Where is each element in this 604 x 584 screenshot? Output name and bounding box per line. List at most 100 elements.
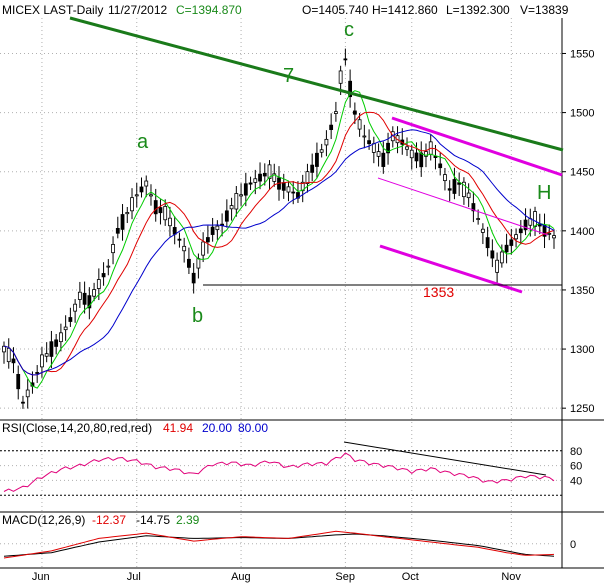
candle-body xyxy=(153,200,158,215)
candle-body xyxy=(305,171,310,184)
support-level-label: 1353 xyxy=(423,284,454,300)
candle-body xyxy=(21,401,25,404)
candle-body xyxy=(443,174,447,182)
candle-body xyxy=(514,234,518,240)
month-tick-label: Oct xyxy=(402,571,419,583)
candle-body xyxy=(253,178,258,183)
macd-tick-label: 0 xyxy=(570,539,576,551)
candle-body xyxy=(533,211,537,227)
candle-body xyxy=(386,142,390,154)
candle-body xyxy=(424,151,428,157)
wave-label-b: b xyxy=(192,305,203,327)
price-tick-label: 1500 xyxy=(570,108,594,120)
candle-body xyxy=(462,181,466,198)
candle-body xyxy=(149,194,153,197)
ma-short-line xyxy=(3,90,555,389)
macd-label: MACD(12,26,9) xyxy=(2,513,85,527)
candle-body xyxy=(191,272,196,284)
candle-body xyxy=(315,152,319,167)
candle-body xyxy=(239,194,243,197)
candle-body xyxy=(476,218,481,220)
candle-body xyxy=(87,295,92,309)
candle-body xyxy=(490,250,495,259)
candle-body xyxy=(547,232,552,235)
candle-body xyxy=(243,183,248,196)
candle-body xyxy=(224,210,229,222)
candle-body xyxy=(343,58,348,61)
month-tick-label: Jun xyxy=(32,571,50,583)
axis-layer: 1250 1300 1350 1400 1450 1500 1550 Jun Jul Aug Sep… xyxy=(0,18,604,583)
candle-body xyxy=(338,70,343,84)
candle-body xyxy=(144,180,149,187)
header-date: 11/27/2012 xyxy=(108,3,167,17)
candle-body xyxy=(381,152,386,167)
macd-signal: -14.75 xyxy=(136,513,170,527)
month-tick-label: Jul xyxy=(127,571,141,583)
wave-label-h: H xyxy=(537,182,551,204)
candle-body xyxy=(6,347,11,363)
candle-body xyxy=(44,353,49,357)
candle-body xyxy=(267,164,272,179)
header-close: C=1394.870 xyxy=(176,3,242,17)
trendline-label-7: 7 xyxy=(283,65,294,87)
rsi-high-level: 80.00 xyxy=(238,421,268,435)
candle-body xyxy=(40,354,44,368)
candle-body xyxy=(58,332,63,343)
long-trendline-7 xyxy=(69,16,564,152)
candle-body xyxy=(68,317,73,322)
candle-body xyxy=(433,155,438,158)
candle-body xyxy=(352,110,357,115)
wave-label-c: c xyxy=(344,19,354,41)
candle-body xyxy=(348,80,353,98)
candle-body xyxy=(262,172,267,177)
candle-body xyxy=(25,389,30,398)
candle-body xyxy=(281,182,286,191)
candle-body xyxy=(324,138,329,146)
candle-body xyxy=(504,244,509,253)
candle-body xyxy=(471,203,476,212)
price-tick-label: 1250 xyxy=(570,403,594,415)
candle-body xyxy=(291,191,296,194)
candle-body xyxy=(248,182,253,185)
macd-hist: 2.39 xyxy=(176,513,200,527)
month-tick-label: Nov xyxy=(501,571,521,583)
candle-body xyxy=(130,197,134,212)
header-low: L=1392.300 xyxy=(446,3,510,17)
rsi-value: 41.94 xyxy=(163,421,193,435)
header-volume: V=13839 xyxy=(520,3,569,17)
candle-body xyxy=(82,292,87,305)
candle-body xyxy=(106,265,111,268)
candle-body xyxy=(139,186,144,193)
price-layer xyxy=(2,48,556,409)
candle-body xyxy=(2,345,6,353)
candle-body xyxy=(329,124,334,130)
channel-mid-line xyxy=(377,177,549,236)
candle-body xyxy=(495,259,500,273)
candle-body xyxy=(480,228,485,233)
rsi-layer xyxy=(0,450,562,496)
candle-body xyxy=(419,152,424,168)
candle-body xyxy=(518,228,523,234)
candle-body xyxy=(215,225,220,231)
candle-body xyxy=(196,258,201,269)
candle-body xyxy=(333,111,338,114)
candle-body xyxy=(362,135,367,138)
candle-body xyxy=(187,258,191,268)
ma-mid-line xyxy=(3,111,555,376)
candle-body xyxy=(54,339,59,347)
price-tick-label: 1300 xyxy=(570,344,594,356)
candle-body xyxy=(229,205,234,210)
candle-body xyxy=(92,289,96,297)
price-tick-label: 1550 xyxy=(570,48,594,60)
candle-body xyxy=(499,251,504,264)
macd-layer xyxy=(3,530,555,559)
rsi-tick-label: 60 xyxy=(570,461,582,473)
candle-body xyxy=(286,186,291,193)
rsi-line xyxy=(3,452,555,492)
price-tick-label: 1450 xyxy=(570,167,594,179)
candle-body xyxy=(523,219,528,231)
candle-body xyxy=(125,212,130,215)
candle-body xyxy=(96,279,101,289)
candle-body xyxy=(447,188,452,191)
